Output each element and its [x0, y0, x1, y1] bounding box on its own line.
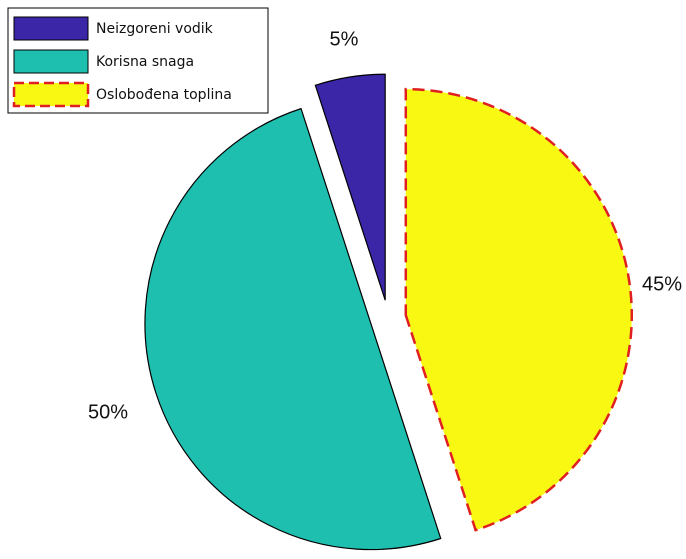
legend: Neizgoreni vodik Korisna snaga Oslobođena …	[7, 7, 269, 114]
pie-slice	[404, 87, 634, 532]
pie-slice	[314, 73, 386, 301]
legend-swatch	[12, 81, 90, 108]
legend-label: Oslobođena toplina	[96, 87, 232, 103]
slice-label: 45%	[642, 273, 682, 295]
pie-slice	[144, 107, 442, 551]
legend-swatch	[13, 49, 89, 74]
legend-label: Korisna snaga	[96, 54, 194, 70]
legend-swatch	[13, 16, 89, 41]
legend-label: Neizgoreni vodik	[96, 21, 214, 37]
slice-label: 50%	[88, 401, 128, 423]
slice-label: 5%	[330, 28, 359, 50]
